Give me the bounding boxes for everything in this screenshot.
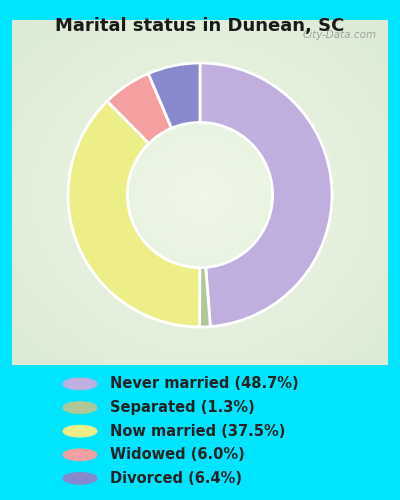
Circle shape bbox=[63, 449, 97, 460]
Circle shape bbox=[63, 402, 97, 413]
Wedge shape bbox=[68, 101, 200, 327]
Wedge shape bbox=[107, 74, 172, 144]
Wedge shape bbox=[200, 63, 332, 326]
Text: Never married (48.7%): Never married (48.7%) bbox=[110, 376, 299, 392]
Text: Separated (1.3%): Separated (1.3%) bbox=[110, 400, 255, 415]
Text: Widowed (6.0%): Widowed (6.0%) bbox=[110, 448, 245, 462]
Wedge shape bbox=[148, 63, 200, 128]
Text: Now married (37.5%): Now married (37.5%) bbox=[110, 424, 285, 438]
Circle shape bbox=[63, 426, 97, 437]
Circle shape bbox=[63, 378, 97, 390]
Text: Divorced (6.4%): Divorced (6.4%) bbox=[110, 471, 242, 486]
Text: City-Data.com: City-Data.com bbox=[302, 30, 377, 40]
Circle shape bbox=[63, 472, 97, 484]
Text: Marital status in Dunean, SC: Marital status in Dunean, SC bbox=[55, 18, 345, 36]
Wedge shape bbox=[200, 268, 210, 327]
